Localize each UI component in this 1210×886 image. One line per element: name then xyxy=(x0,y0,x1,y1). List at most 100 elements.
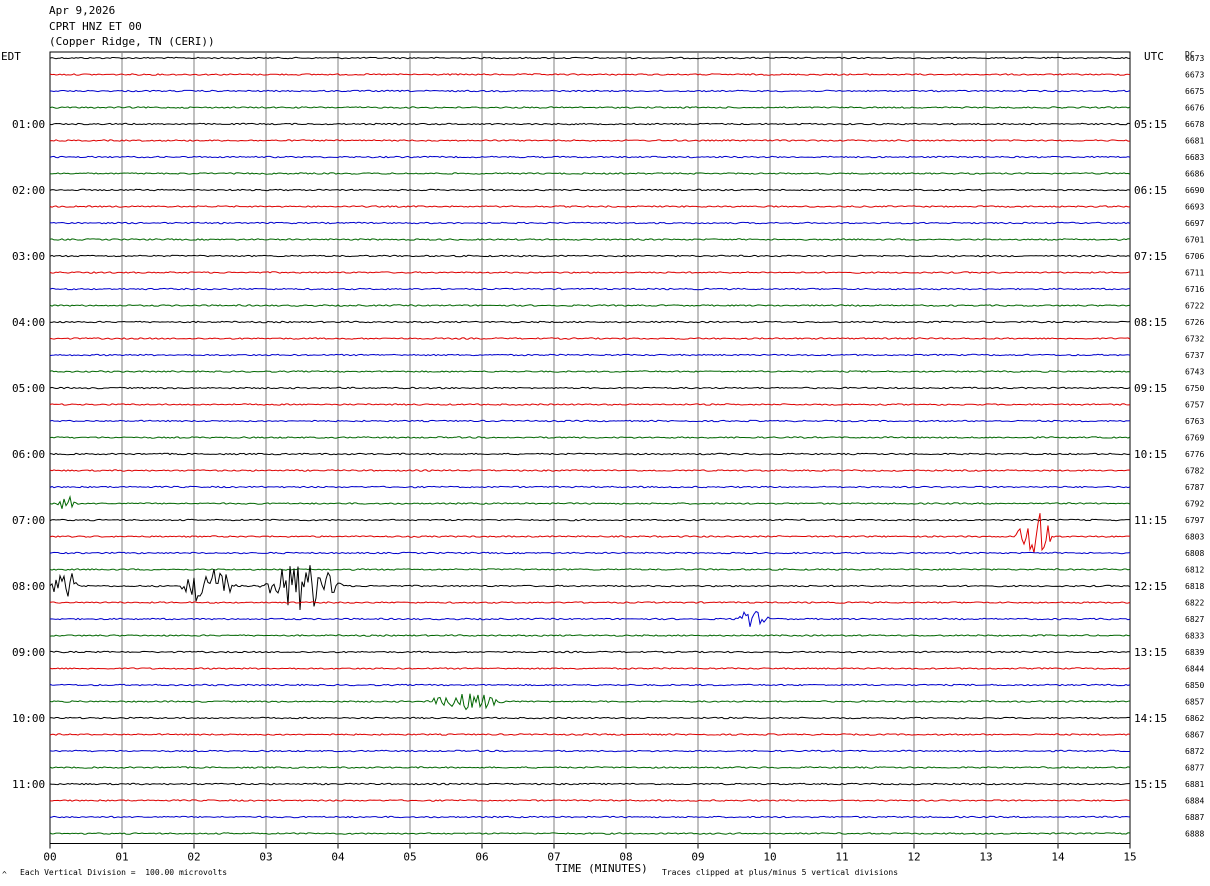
seismic-trace xyxy=(49,238,1131,241)
seismic-trace xyxy=(49,436,1131,439)
dc-offset-label: 6769 xyxy=(1185,434,1204,443)
dc-offset-label: 6844 xyxy=(1185,665,1204,674)
right-hour-label: 14:15 xyxy=(1134,712,1167,725)
seismic-trace xyxy=(49,634,1130,637)
dc-offset-label: 6757 xyxy=(1185,401,1204,410)
seismic-trace xyxy=(49,733,1131,736)
dc-offset-label: 6711 xyxy=(1185,269,1204,278)
dc-offset-label: 6867 xyxy=(1185,731,1204,740)
dc-offset-label: 6888 xyxy=(1185,830,1204,839)
x-tick-label: 01 xyxy=(115,851,128,864)
seismic-trace xyxy=(49,254,1131,258)
right-hour-label: 06:15 xyxy=(1134,184,1167,197)
dc-offset-label: 6732 xyxy=(1185,335,1204,344)
dc-offset-label: 6818 xyxy=(1185,582,1204,591)
left-hour-label: 08:00 xyxy=(12,580,45,593)
grid-layer xyxy=(49,51,1131,844)
dc-offset-label: 6812 xyxy=(1185,566,1204,575)
left-hour-label: 06:00 xyxy=(12,448,45,461)
dc-offset-label: 6877 xyxy=(1185,764,1204,773)
dc-offset-label: 6750 xyxy=(1185,384,1204,393)
x-tick-label: 08 xyxy=(619,851,632,864)
right-hour-label: 07:15 xyxy=(1134,250,1167,263)
dc-offset-label: 6857 xyxy=(1185,698,1204,707)
seismic-trace xyxy=(49,650,1131,654)
seismic-trace xyxy=(49,601,1131,604)
seismic-trace xyxy=(49,221,1131,225)
left-hour-label: 11:00 xyxy=(12,778,45,791)
corner-mark: ^ xyxy=(2,870,7,879)
dc-offset-label: 6776 xyxy=(1185,450,1204,459)
seismic-trace xyxy=(49,766,1131,769)
seismic-trace xyxy=(49,452,1131,456)
seismic-trace xyxy=(49,749,1130,753)
dc-offset-label: 6803 xyxy=(1185,533,1204,542)
left-hour-label: 10:00 xyxy=(12,712,45,725)
seismic-trace xyxy=(49,610,1131,627)
dc-offset-label: 6872 xyxy=(1185,747,1204,756)
clip-note: Traces clipped at plus/minus 5 vertical … xyxy=(662,868,899,877)
right-hour-label: 13:15 xyxy=(1134,646,1167,659)
seismic-trace xyxy=(49,551,1131,555)
left-hour-label: 09:00 xyxy=(12,646,45,659)
seismic-trace xyxy=(49,205,1130,208)
x-tick-label: 03 xyxy=(259,851,272,864)
dc-offset-label: 6673 xyxy=(1185,54,1204,63)
seismic-trace xyxy=(49,188,1131,192)
left-timezone-label: EDT xyxy=(1,50,21,63)
dc-offset-label: 6787 xyxy=(1185,483,1204,492)
seismic-trace xyxy=(49,565,1131,611)
x-tick-label: 13 xyxy=(979,851,992,864)
dc-offset-label: 6683 xyxy=(1185,153,1204,162)
seismic-trace xyxy=(49,139,1130,142)
dc-offset-label: 6833 xyxy=(1185,632,1204,641)
dc-offset-label: 6808 xyxy=(1185,549,1204,558)
x-tick-label: 12 xyxy=(907,851,920,864)
x-axis-title: TIME (MINUTES) xyxy=(555,862,648,875)
left-hour-label: 03:00 xyxy=(12,250,45,263)
seismic-trace xyxy=(49,815,1131,819)
seismic-trace xyxy=(49,495,1131,509)
right-hour-label: 08:15 xyxy=(1134,316,1167,329)
left-hour-label: 07:00 xyxy=(12,514,45,527)
seismic-trace xyxy=(49,832,1131,835)
x-tick-label: 05 xyxy=(403,851,416,864)
label-layer: 6673 6673 6675 6676 6678 6681 6683 6686 6690 6693… xyxy=(12,54,1204,864)
trace-layer xyxy=(49,56,1131,835)
x-tick-label: 09 xyxy=(691,851,704,864)
right-hour-label: 05:15 xyxy=(1134,118,1167,131)
seismic-trace xyxy=(49,304,1131,307)
seismic-trace xyxy=(49,89,1131,93)
seismic-trace xyxy=(49,469,1131,472)
seismic-trace xyxy=(49,155,1131,159)
x-tick-label: 11 xyxy=(835,851,848,864)
plot-frame xyxy=(49,51,1131,844)
x-tick-label: 15 xyxy=(1123,851,1136,864)
dc-offset-label: 6701 xyxy=(1185,236,1204,245)
seismic-trace xyxy=(49,485,1131,489)
seismic-trace xyxy=(49,320,1131,324)
seismic-trace xyxy=(49,122,1131,126)
right-hour-label: 09:15 xyxy=(1134,382,1167,395)
x-tick-label: 04 xyxy=(331,851,345,864)
seismic-trace xyxy=(49,337,1131,340)
x-tick-label: 02 xyxy=(187,851,200,864)
x-tick-label: 14 xyxy=(1051,851,1065,864)
dc-offset-label: 6862 xyxy=(1185,714,1204,723)
seismic-trace xyxy=(49,518,1130,522)
left-hour-label: 01:00 xyxy=(12,118,45,131)
dc-offset-label: 6839 xyxy=(1185,648,1204,657)
seismic-trace xyxy=(49,370,1131,373)
seismic-trace xyxy=(49,403,1131,406)
seismic-trace xyxy=(49,106,1131,109)
left-hour-label: 02:00 xyxy=(12,184,45,197)
right-hour-label: 15:15 xyxy=(1134,778,1167,791)
right-hour-label: 10:15 xyxy=(1134,448,1167,461)
seismic-trace xyxy=(49,799,1131,802)
seismic-trace xyxy=(49,386,1131,390)
dc-offset-label: 6681 xyxy=(1185,137,1204,146)
seismic-trace xyxy=(49,667,1131,670)
seismic-trace xyxy=(49,73,1131,76)
x-tick-label: 10 xyxy=(763,851,776,864)
